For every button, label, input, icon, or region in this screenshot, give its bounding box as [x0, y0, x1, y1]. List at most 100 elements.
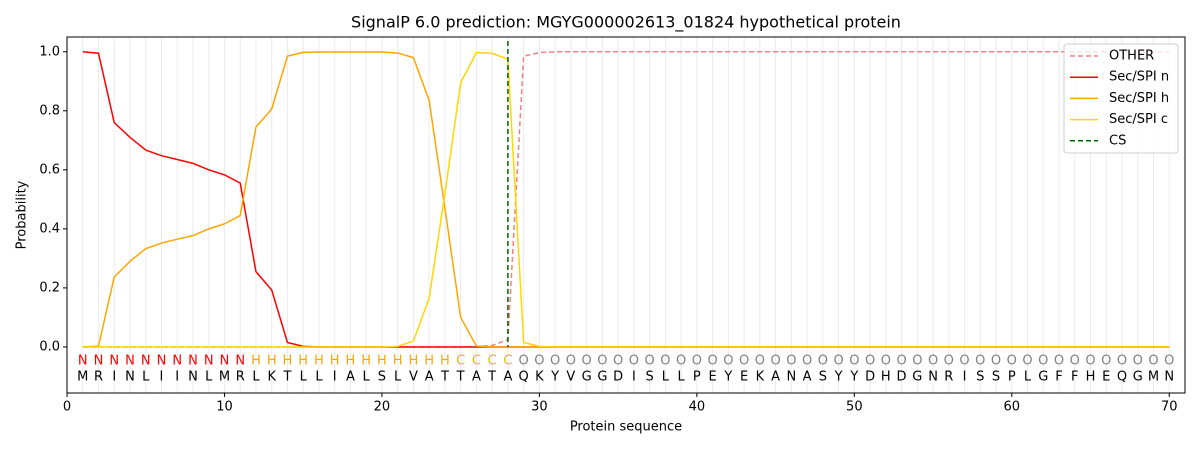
residue-label: N	[157, 354, 167, 369]
residue-label: O	[1148, 354, 1158, 369]
residue: A	[503, 370, 512, 385]
residue-label: O	[975, 354, 985, 369]
residue-label: O	[959, 354, 969, 369]
x-tick-label: 30	[531, 400, 548, 415]
y-tick-label: 0.2	[39, 280, 60, 295]
x-tick-label: 60	[1004, 400, 1021, 415]
residue-label: C	[472, 354, 481, 369]
residue-label: O	[582, 354, 592, 369]
residue-label: O	[1133, 354, 1143, 369]
residue: G	[582, 370, 592, 385]
residue-label: O	[597, 354, 607, 369]
residue: T	[440, 370, 449, 385]
residue: S	[645, 370, 653, 385]
residue: L	[300, 370, 308, 385]
residue: N	[928, 370, 938, 385]
legend-label: Sec/SPI n	[1109, 70, 1169, 85]
residue-label: O	[676, 354, 686, 369]
residue: T	[282, 370, 291, 385]
series-line	[82, 51, 1170, 348]
x-tick-label: 70	[1161, 400, 1178, 415]
residue: I	[160, 370, 164, 385]
residue-label: O	[818, 354, 828, 369]
x-tick-label: 50	[846, 400, 863, 415]
residue: K	[756, 370, 765, 385]
x-tick-label: 40	[689, 400, 706, 415]
residue: D	[897, 370, 907, 385]
series-line	[82, 51, 1170, 348]
residue-label: O	[519, 354, 529, 369]
legend-label: OTHER	[1109, 49, 1154, 64]
residue: I	[175, 370, 179, 385]
residue: L	[394, 370, 402, 385]
residue: E	[708, 370, 716, 385]
residue: N	[188, 370, 198, 385]
residue-label: H	[283, 354, 293, 369]
residue-label: O	[991, 354, 1001, 369]
residue: L	[662, 370, 670, 385]
residue: D	[613, 370, 623, 385]
residue: S	[819, 370, 827, 385]
residue-label: H	[267, 354, 277, 369]
residue-label: H	[424, 354, 434, 369]
residue-label: H	[361, 354, 371, 369]
residue: N	[786, 370, 796, 385]
residue: L	[205, 370, 213, 385]
residue-label: O	[1085, 354, 1095, 369]
residue-label: O	[1070, 354, 1080, 369]
residue-label: O	[645, 354, 655, 369]
residue: G	[912, 370, 922, 385]
y-tick-label: 0.0	[39, 339, 60, 354]
residue-label: O	[1022, 354, 1032, 369]
residue-label: O	[692, 354, 702, 369]
residue: Y	[550, 370, 559, 385]
residue-label: O	[1038, 354, 1048, 369]
residue-label: O	[550, 354, 560, 369]
residue: N	[1164, 370, 1174, 385]
residue: G	[1038, 370, 1048, 385]
residue-label: O	[1007, 354, 1017, 369]
y-tick-label: 0.8	[39, 103, 60, 118]
plot-frame	[66, 36, 1186, 394]
x-tick-label: 20	[374, 400, 391, 415]
residue-label: H	[393, 354, 403, 369]
residue: M	[1148, 370, 1159, 385]
residue-label: O	[739, 354, 749, 369]
residue: I	[632, 370, 636, 385]
residue: L	[677, 370, 685, 385]
residue: K	[535, 370, 544, 385]
residue: F	[1055, 370, 1062, 385]
residue: E	[740, 370, 748, 385]
residue-label: O	[881, 354, 891, 369]
residue-label: O	[833, 354, 843, 369]
residue-label: O	[1164, 354, 1174, 369]
legend-label: CS	[1109, 133, 1126, 148]
residue-label: O	[944, 354, 954, 369]
residue: M	[77, 370, 88, 385]
residue: T	[487, 370, 496, 385]
residue-label: O	[786, 354, 796, 369]
residue-label: C	[456, 354, 465, 369]
residue: G	[597, 370, 607, 385]
residue: L	[142, 370, 150, 385]
legend-box	[1063, 43, 1179, 154]
residue-label: H	[298, 354, 308, 369]
residue-label: O	[912, 354, 922, 369]
residue-label: O	[1101, 354, 1111, 369]
residue: K	[267, 370, 276, 385]
residue-label: N	[220, 354, 230, 369]
x-axis-label: Protein sequence	[570, 420, 682, 435]
residue-label: O	[896, 354, 906, 369]
chart-title: SignalP 6.0 prediction: MGYG000002613_01…	[351, 13, 901, 33]
residue-label: O	[802, 354, 812, 369]
residue: Y	[834, 370, 843, 385]
series-line	[82, 51, 1170, 348]
residue-label: O	[566, 354, 576, 369]
residue-label: N	[172, 354, 182, 369]
residue-label: H	[251, 354, 261, 369]
residue: Y	[723, 370, 732, 385]
residue-label: H	[377, 354, 387, 369]
residue-label: N	[188, 354, 198, 369]
residue-label: O	[755, 354, 765, 369]
